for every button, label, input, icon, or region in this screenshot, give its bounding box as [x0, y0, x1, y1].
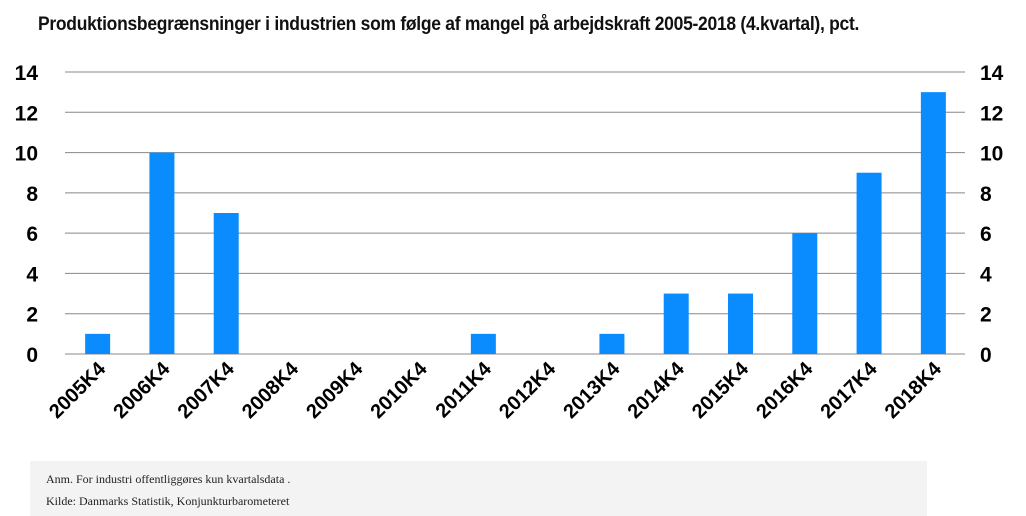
- note-anm: Anm. For industri offentliggøres kun kva…: [46, 472, 291, 486]
- notes-box: Anm. For industri offentliggøres kun kva…: [30, 461, 927, 516]
- x-tick-label: 2005K4: [45, 357, 111, 423]
- y-tick-label-left: 0: [26, 344, 38, 367]
- y-tick-label-right: 8: [980, 183, 992, 206]
- y-tick-label-left: 12: [15, 102, 38, 125]
- bar: [856, 172, 882, 354]
- x-tick-label: 2008K4: [238, 357, 304, 423]
- y-tick-label-right: 0: [980, 344, 992, 367]
- x-tick-label: 2018K4: [881, 357, 947, 423]
- y-tick-label-left: 4: [26, 263, 38, 286]
- chart-title: Produktionsbegrænsninger i industrien so…: [38, 14, 860, 35]
- y-tick-label-right: 12: [980, 102, 1003, 125]
- gridlines: [65, 71, 965, 355]
- x-tick-label: 2012K4: [495, 357, 561, 423]
- y-tick-label-left: 10: [15, 143, 38, 166]
- bar: [663, 293, 689, 354]
- y-axis-right: 0 2 4 6 8 10 12 14: [980, 62, 1004, 367]
- x-tick-label: 2010K4: [367, 357, 433, 423]
- bar: [920, 92, 946, 355]
- y-tick-label-right: 14: [980, 62, 1004, 85]
- bar: [599, 333, 625, 354]
- bar: [470, 333, 496, 354]
- note-source: Kilde: Danmarks Statistik, Konjunkturbar…: [46, 494, 290, 508]
- y-axis-left: 0 2 4 6 8 10 12 14: [15, 62, 39, 367]
- x-tick-label: 2006K4: [109, 357, 175, 423]
- bar: [85, 333, 111, 354]
- bar: [728, 293, 753, 354]
- bar: [792, 233, 818, 354]
- x-tick-label: 2016K4: [752, 357, 818, 423]
- y-tick-label-left: 6: [26, 223, 38, 246]
- x-tick-label: 2013K4: [559, 357, 625, 423]
- x-tick-label: 2011K4: [432, 357, 497, 422]
- bar: [149, 152, 175, 354]
- y-tick-label-left: 2: [26, 304, 38, 327]
- y-tick-label-right: 2: [980, 304, 992, 327]
- x-tick-label: 2015K4: [688, 357, 754, 423]
- y-tick-label-right: 4: [980, 263, 992, 286]
- bar-chart: 0 2 4 6 8 10 12 14 0 2 4 6 8 10 12 14 2005K4 2006K4 2007…: [15, 62, 1004, 423]
- y-tick-label-left: 8: [26, 183, 38, 206]
- y-tick-label-right: 6: [980, 223, 992, 246]
- x-tick-label: 2017K4: [817, 357, 883, 423]
- bar: [213, 213, 239, 354]
- x-axis: 2005K4 2006K4 2007K4 2008K4 2009K4 2010K4 2011…: [45, 357, 946, 423]
- x-tick-label: 2014K4: [624, 357, 690, 423]
- y-tick-label-left: 14: [15, 62, 39, 85]
- y-tick-label-right: 10: [980, 143, 1003, 166]
- x-tick-label: 2009K4: [302, 357, 368, 423]
- x-tick-label: 2007K4: [174, 357, 240, 423]
- bars: [85, 92, 946, 355]
